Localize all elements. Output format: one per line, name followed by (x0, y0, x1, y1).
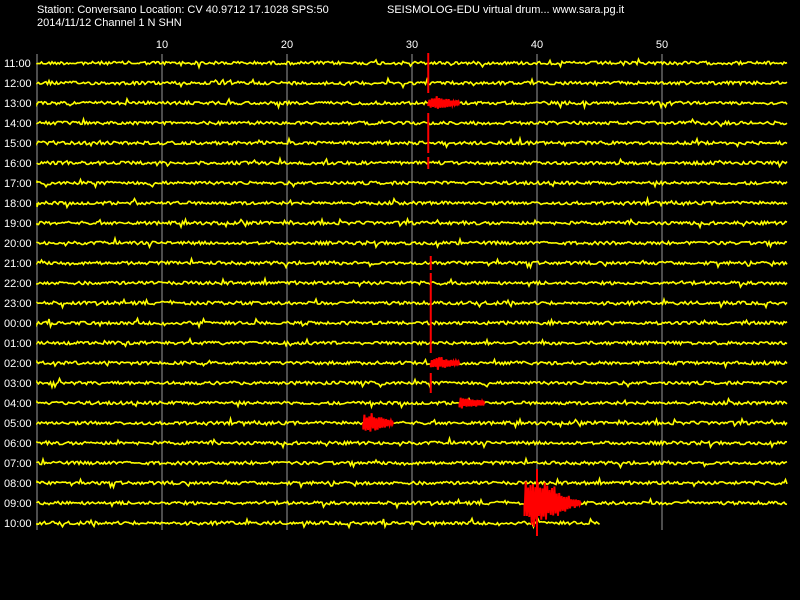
row-time-label: 02:00 (4, 358, 32, 370)
row-time-label: 04:00 (4, 398, 32, 410)
trace-row (36, 256, 788, 270)
row-time-label: 08:00 (4, 478, 32, 490)
trace-row (36, 116, 788, 128)
row-time-label: 15:00 (4, 138, 32, 150)
trace-row (36, 516, 601, 530)
grid-layer (36, 54, 663, 530)
trace-row (36, 357, 788, 370)
row-time-label: 03:00 (4, 378, 32, 390)
row-time-label: 05:00 (4, 418, 32, 430)
row-time-label: 11:00 (4, 58, 31, 70)
x-tick-label: 10 (156, 39, 168, 51)
x-tick-label: 50 (656, 39, 668, 51)
row-time-label: 06:00 (4, 438, 32, 450)
trace-row (36, 456, 788, 470)
row-time-label: 13:00 (4, 98, 32, 110)
station-info: Station: Conversano Location: CV 40.9712… (37, 4, 329, 16)
event-mark (429, 356, 461, 370)
row-time-label: 14:00 (4, 118, 32, 130)
row-time-label: 01:00 (4, 338, 32, 350)
event-mark (523, 481, 582, 527)
trace-row (36, 96, 788, 111)
x-tick-label: 20 (281, 39, 293, 51)
brand-info: SEISMOLOG-EDU virtual drum... www.sara.p… (387, 4, 625, 16)
trace-row (36, 435, 788, 450)
row-time-label: 00:00 (4, 318, 32, 330)
row-time-label: 18:00 (4, 198, 32, 210)
trace-row (36, 415, 788, 430)
trace-row (36, 396, 788, 410)
x-tick-label: 40 (531, 39, 543, 51)
row-time-label: 23:00 (4, 298, 32, 310)
x-tick-label: 30 (406, 39, 418, 51)
trace-row (36, 195, 788, 210)
row-time-label: 10:00 (4, 518, 32, 530)
row-time-label: 21:00 (4, 258, 32, 270)
trace-row (36, 135, 788, 150)
trace-row (36, 336, 788, 348)
event-mark (427, 96, 461, 110)
event-layer (362, 53, 582, 536)
trace-row (36, 177, 788, 190)
date-channel-info: 2014/11/12 Channel 1 N SHN (37, 17, 182, 29)
trace-row (36, 296, 788, 310)
row-time-label: 20:00 (4, 238, 32, 250)
row-time-label: 07:00 (4, 458, 32, 470)
row-time-label: 22:00 (4, 278, 32, 290)
trace-row (36, 156, 788, 169)
trace-row (36, 276, 788, 289)
trace-row (36, 216, 788, 230)
trace-row (36, 496, 788, 510)
row-time-label: 16:00 (4, 158, 32, 170)
row-time-label: 17:00 (4, 178, 32, 190)
event-mark (458, 397, 486, 409)
trace-layer (36, 56, 788, 530)
row-time-label: 09:00 (4, 498, 32, 510)
row-time-label: 12:00 (4, 78, 32, 90)
event-mark (362, 413, 395, 432)
trace-row (36, 476, 788, 490)
trace-row (36, 376, 788, 390)
row-time-label: 19:00 (4, 218, 32, 230)
trace-row (36, 56, 788, 70)
trace-row (36, 316, 788, 330)
label-layer: 10 20 30 40 50 11:00 12:00 13:00 14:00 15:00 16:00… (4, 39, 668, 530)
trace-row (36, 235, 788, 250)
trace-row (36, 76, 788, 90)
